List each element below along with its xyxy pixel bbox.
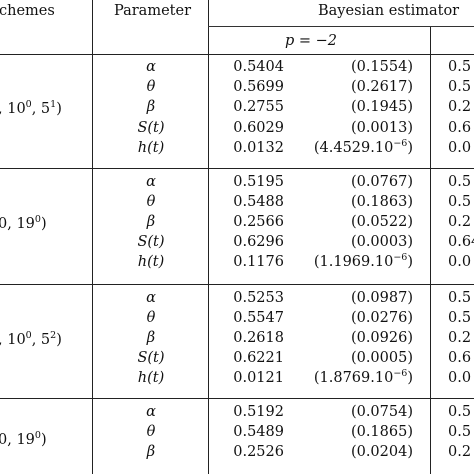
estimate-value: 0.2755 <box>233 99 284 116</box>
next-column-value: 0.2 <box>448 99 472 116</box>
header-schemes: chemes <box>0 3 55 19</box>
scheme-label: , 100, 51) <box>0 99 62 118</box>
parameter-symbol: α <box>146 173 156 190</box>
scheme-label: 0, 190) <box>0 213 47 232</box>
next-column-value: 0.2 <box>448 213 472 230</box>
parameter-symbol: h(t) <box>137 370 165 387</box>
estimate-value: 0.0132 <box>233 139 284 156</box>
parameter-symbol: S(t) <box>137 119 165 136</box>
error-value: (0.0767) <box>350 173 413 190</box>
parameter-symbol: θ <box>146 309 156 326</box>
estimate-value: 0.5489 <box>233 424 284 441</box>
scheme-label: 0, 190) <box>0 430 47 448</box>
header-p-value: p = −2 <box>285 33 338 49</box>
next-column-value: 0.5 <box>448 309 472 326</box>
parameter-symbol: θ <box>146 193 156 210</box>
estimate-value: 0.5699 <box>233 79 284 96</box>
parameter-symbol: S(t) <box>137 234 165 251</box>
column-divider-parameter <box>208 0 209 474</box>
column-divider-schemes <box>92 0 93 474</box>
parameter-symbol: β <box>146 213 156 230</box>
error-value: (0.0987) <box>350 289 413 306</box>
estimate-value: 0.6296 <box>233 234 284 251</box>
error-value: (0.0204) <box>350 444 413 461</box>
error-value: (0.1863) <box>350 193 413 210</box>
parameter-symbol: α <box>146 289 156 306</box>
estimate-value: 0.6029 <box>233 119 284 136</box>
estimate-value: 0.6221 <box>233 350 284 367</box>
next-column-value: 0.5 <box>448 193 472 210</box>
error-value: (0.0754) <box>350 404 413 420</box>
header-parameter: Parameter <box>114 3 191 19</box>
next-column-value: 0.5 <box>448 404 472 420</box>
estimate-value: 0.2526 <box>233 444 284 461</box>
estimate-value: 0.5253 <box>233 289 284 306</box>
next-column-value: 0.64 <box>448 234 474 251</box>
scheme-label: , 100, 52) <box>0 329 62 348</box>
error-value: (1.1969.10−6) <box>313 252 413 271</box>
error-value: (0.1945) <box>350 99 413 116</box>
estimate-value: 0.5404 <box>233 59 284 75</box>
block-separator <box>0 283 474 285</box>
parameter-symbol: S(t) <box>137 350 165 367</box>
estimate-value: 0.5547 <box>233 309 284 326</box>
estimate-value: 0.5195 <box>233 173 284 190</box>
next-column-value: 0.0 <box>448 254 472 271</box>
block-separator <box>0 168 474 169</box>
error-value: (0.0013) <box>350 119 413 136</box>
error-value: (1.8769.10−6) <box>313 368 413 387</box>
estimate-value: 0.0121 <box>233 370 284 387</box>
next-column-value: 0.6 <box>448 350 472 367</box>
parameter-symbol: α <box>146 59 156 75</box>
error-value: (0.1554) <box>350 59 413 75</box>
error-value: (0.0005) <box>350 350 413 367</box>
error-value: (0.1865) <box>350 424 413 441</box>
estimate-value: 0.2566 <box>233 213 284 230</box>
error-value: (0.0522) <box>350 213 413 230</box>
column-divider-estimator <box>430 26 431 474</box>
next-column-value: 0.2 <box>448 444 472 461</box>
next-column-value: 0.5 <box>448 173 472 190</box>
error-value: (4.4529.10−6) <box>313 137 413 156</box>
parameter-symbol: β <box>146 99 156 116</box>
header-bottom-rule <box>0 54 474 55</box>
parameter-symbol: θ <box>146 79 156 96</box>
next-column-value: 0.2 <box>448 329 472 346</box>
next-column-value: 0.5 <box>448 79 472 96</box>
parameter-symbol: β <box>146 329 156 346</box>
next-column-value: 0.6 <box>448 119 472 136</box>
next-column-value: 0.5 <box>448 424 472 441</box>
estimate-value: 0.2618 <box>233 329 284 346</box>
parameter-symbol: h(t) <box>137 139 165 156</box>
next-column-value: 0.0 <box>448 370 472 387</box>
header-subrule <box>208 26 474 27</box>
next-column-value: 0.5 <box>448 59 472 75</box>
error-value: (0.0276) <box>350 309 413 326</box>
block-separator <box>0 398 474 399</box>
parameter-symbol: β <box>146 444 156 461</box>
estimate-value: 0.5488 <box>233 193 284 210</box>
parameter-symbol: θ <box>146 424 156 441</box>
error-value: (0.0926) <box>350 329 413 346</box>
parameter-symbol: h(t) <box>137 254 165 271</box>
header-bayesian-estimator: Bayesian estimator <box>318 3 460 19</box>
estimate-value: 0.1176 <box>233 254 284 271</box>
next-column-value: 0.5 <box>448 289 472 306</box>
error-value: (0.0003) <box>350 234 413 251</box>
parameter-symbol: α <box>146 404 156 420</box>
error-value: (0.2617) <box>350 79 413 96</box>
next-column-value: 0.0 <box>448 139 472 156</box>
estimate-value: 0.5192 <box>233 404 284 420</box>
